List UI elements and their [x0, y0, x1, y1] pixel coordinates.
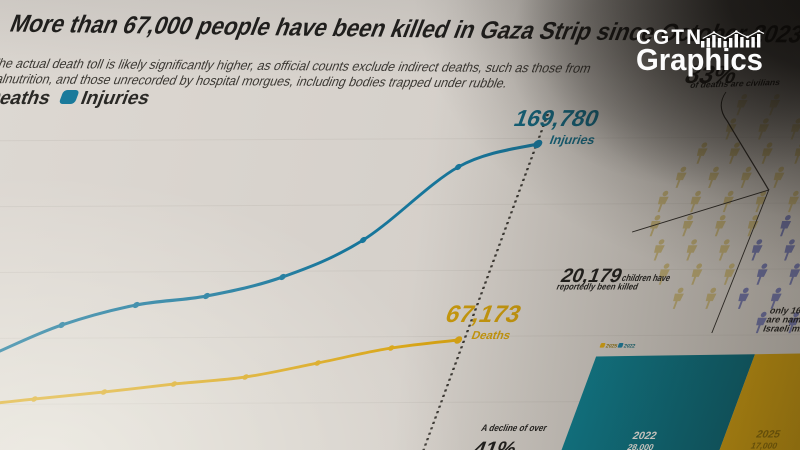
svg-text:A decline of over: A decline of over: [479, 423, 548, 434]
svg-text:17,000: 17,000: [749, 441, 779, 450]
svg-text:reportedly been killed: reportedly been killed: [555, 282, 640, 292]
svg-text:41%: 41%: [470, 437, 521, 450]
svg-text:169,780: 169,780: [510, 106, 603, 132]
svg-text:2025: 2025: [605, 344, 618, 350]
svg-text:2022: 2022: [623, 344, 636, 350]
svg-text:67,173: 67,173: [442, 302, 525, 328]
svg-text:2025: 2025: [754, 429, 782, 441]
svg-text:Deaths: Deaths: [470, 328, 514, 342]
svg-text:Israeli military lists: Israeli military lists: [762, 324, 800, 334]
svg-text:Deaths: Deaths: [0, 88, 54, 109]
svg-text:28,000: 28,000: [626, 442, 656, 450]
svg-text:2022: 2022: [631, 430, 659, 442]
svg-text:Injuries: Injuries: [78, 88, 153, 109]
svg-text:Injuries: Injuries: [548, 132, 598, 147]
